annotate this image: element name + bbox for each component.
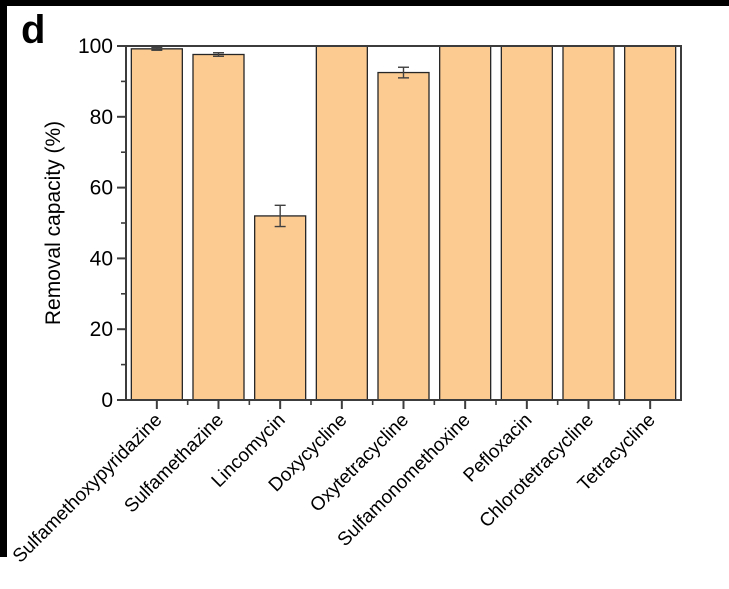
bar — [500, 45, 553, 401]
bar — [130, 48, 183, 401]
y-axis-tick-label: 60 — [90, 177, 113, 200]
bar — [562, 45, 615, 401]
left-border-bar — [0, 0, 7, 557]
bar — [439, 45, 492, 401]
x-axis-category-label: Chlorotetracycline — [476, 410, 598, 532]
bar — [254, 215, 307, 401]
y-axis-tick-label: 80 — [90, 106, 113, 129]
bar — [192, 53, 245, 401]
top-border-bar — [0, 0, 729, 6]
bar — [377, 71, 430, 401]
bar — [315, 45, 368, 401]
panel-label: d — [21, 8, 46, 52]
y-axis-title: Removal capacity (%) — [42, 121, 65, 325]
y-axis-tick-label: 40 — [90, 247, 113, 270]
y-axis-tick-label: 0 — [101, 389, 113, 412]
bar — [624, 45, 677, 401]
y-axis-tick-label: 100 — [78, 35, 113, 58]
y-axis-tick-label: 20 — [90, 318, 113, 341]
